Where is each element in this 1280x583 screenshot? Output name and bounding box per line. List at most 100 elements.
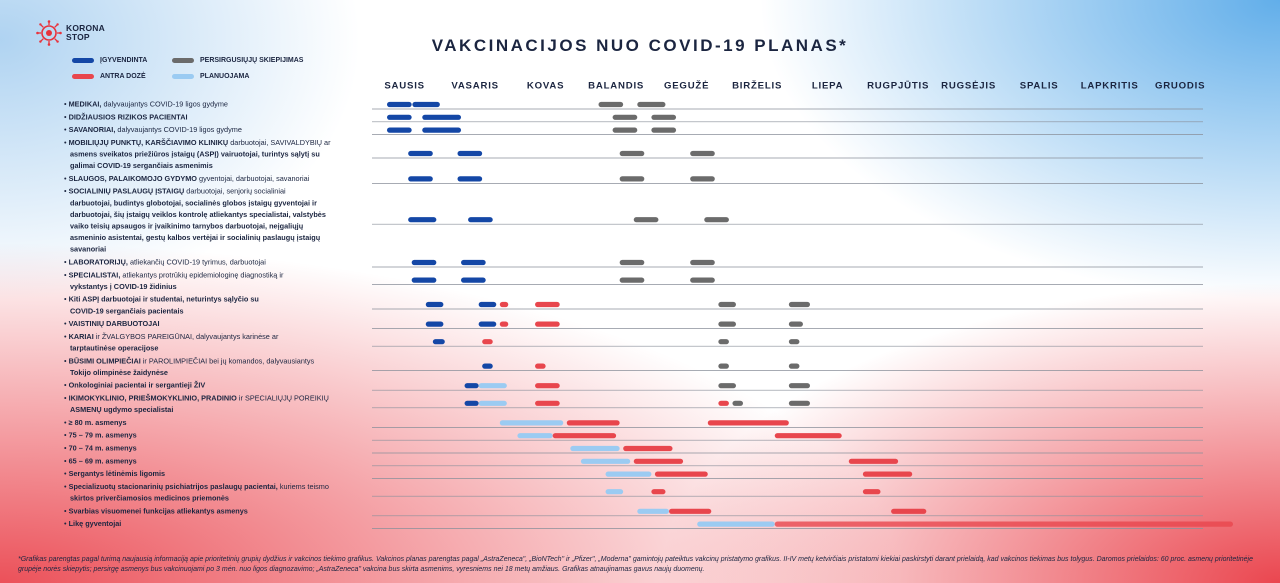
bar-recovered [637,101,666,108]
bar-second [535,363,546,369]
bar-second [862,471,913,477]
group-label-continuation: COVID-19 sergančiais pacientais [70,306,184,315]
group-label-continuation: Tokijo olimpinėse žaidynėse [70,368,168,377]
bar-second [535,301,560,308]
legend-swatch-planned [172,74,194,79]
bar-second [535,321,560,327]
logo-line-2: STOP [66,32,90,42]
bar-recovered [612,114,638,120]
bar-second [651,489,666,495]
bar-second [482,339,493,345]
legend-swatch-done [72,58,94,63]
bar-second [862,489,881,495]
month-label: GRUODIS [1155,81,1205,92]
bar-done [464,383,479,389]
legend-item-second: ANTRA DOZĖ [72,73,146,80]
bar-recovered [598,101,624,108]
group-label: • MOBILIŲJŲ PUNKTŲ, KARŠČIAVIMO KLINIKŲ … [64,138,331,147]
legend-label-recovered: PERSIRGUSIŲJŲ SKIEPIJIMAS [200,57,304,64]
bar-recovered [619,259,645,266]
bar-second [535,383,560,389]
group-label-continuation: tarptautinėse operacijose [70,344,158,353]
bar-recovered [788,400,810,406]
group-label-continuation: darbuotojai, šių įstaigų veiklos kontrol… [70,210,326,219]
bar-recovered [704,217,729,223]
bar-recovered [788,383,810,389]
bar-recovered [718,383,736,389]
group-label-continuation: vykstantys į COVID-19 židinius [70,282,177,291]
group-label: • SPECIALISTAI, atliekantys protrūkių ep… [64,270,284,279]
month-label: KOVAS [527,81,564,92]
bar-recovered [788,321,803,327]
bar-planned [499,420,564,426]
bar-recovered [633,217,659,223]
legend-swatch-second [72,74,94,79]
group-label: • SOCIALINIŲ PASLAUGŲ ĮSTAIGŲ darbuotoja… [64,187,286,196]
bar-done [411,259,437,266]
bar-done [387,127,412,133]
bar-done [432,339,445,345]
group-label: • MEDIKAI, dalyvaujantys COVID-19 ligos … [64,100,228,109]
legend-label-planned: PLANUOJAMA [200,73,250,80]
bar-second [774,521,1233,527]
bar-done [408,176,433,182]
group-label: • 65 – 69 m. asmenys [64,456,137,465]
bar-second [499,321,509,327]
legend-label-done: ĮGYVENDINTA [100,57,148,64]
bar-recovered [619,176,645,182]
legend-item-planned: PLANUOJAMA [172,73,249,80]
bar-second [707,420,789,426]
bar-planned [605,489,624,495]
legend-swatch-recovered [172,58,194,63]
month-label: BALANDIS [588,81,644,92]
bar-recovered [619,277,645,283]
group-label-continuation: savanoriai [70,245,106,254]
bar-recovered [690,150,715,157]
group-label: • IKIMOKYKLINIO, PRIEŠMOKYKLINIO, PRADIN… [64,394,329,403]
bar-recovered [690,277,715,283]
group-label: • SAVANORIAI, dalyvaujantys COVID-19 lig… [64,125,242,134]
korona-stop-logo: KORONA STOP [36,20,105,46]
group-label-continuation: darbuotojai, budintys globotojai, social… [70,198,317,207]
bar-planned [517,433,553,439]
bar-done [457,176,483,182]
bar-done [387,114,412,120]
bar-recovered [612,127,638,133]
month-label: RUGSĖJIS [941,81,996,92]
group-label: • VAISTINIŲ DARBUOTOJAI [64,319,160,328]
bar-done [422,127,462,133]
month-label: LAPKRITIS [1081,81,1139,92]
group-label-continuation: vaiko teisių apsaugos ir įvaikinimo tarn… [70,222,303,231]
bar-recovered [788,301,810,308]
group-label: • Likę gyventojai [64,519,121,528]
bar-recovered [718,321,736,327]
bar-planned [478,383,507,389]
bar-done [461,277,486,283]
bar-done [408,217,437,223]
month-label: GEGUŽĖ [664,80,709,92]
virus-icon [36,20,62,46]
group-label: • Specializuotų stacionarinių psichiatri… [64,482,329,491]
group-label: • 75 – 79 m. asmenys [64,431,137,440]
group-label: • Kiti ASPĮ darbuotojai ir studentai, ne… [64,295,259,304]
bar-second [623,445,673,452]
bar-done [457,150,483,157]
bar-recovered [718,363,729,369]
legend-label-second: ANTRA DOZĖ [100,73,146,80]
bar-done [412,101,440,108]
group-label: • Onkologiniai pacientai ir sergantieji … [64,381,205,390]
group-label: • BŪSIMI OLIMPIEČIAI ir PAROLIMPIEČIAI b… [64,356,315,365]
bar-second [718,400,729,406]
bar-recovered [690,259,715,266]
bar-done [425,321,444,327]
bar-done [408,150,433,157]
bar-done [478,321,497,327]
bar-recovered [651,127,677,133]
bar-recovered [788,339,800,345]
bar-done [468,217,493,223]
group-label: • Sergantys lėtinėmis ligomis [64,469,165,478]
group-label-continuation: galimai COVID-19 sergančiais asmenimis [70,161,213,170]
legend-item-recovered: PERSIRGUSIŲJŲ SKIEPIJIMAS [172,57,303,64]
month-label: LIEPA [812,81,844,92]
